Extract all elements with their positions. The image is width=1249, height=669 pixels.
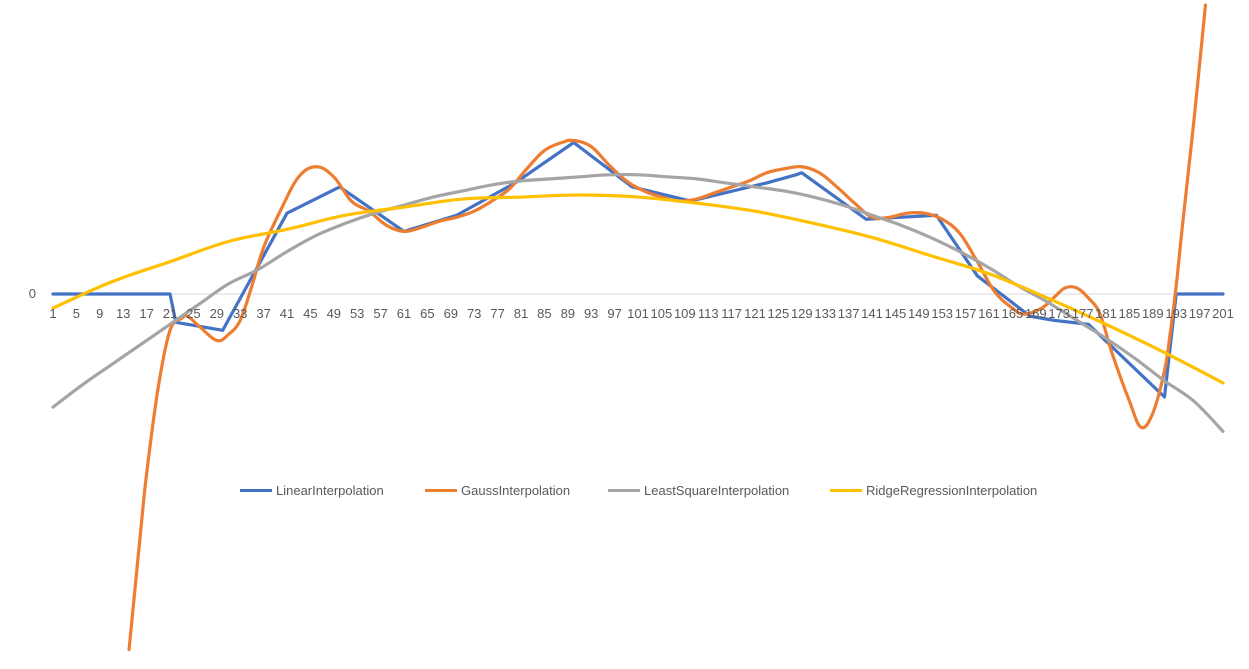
legend-label: RidgeRegressionInterpolation xyxy=(866,482,1038,498)
x-tick-label: 89 xyxy=(561,306,575,321)
legend-label: GaussInterpolation xyxy=(461,482,571,498)
x-tick-label: 157 xyxy=(955,306,977,321)
x-tick-label: 5 xyxy=(73,306,80,321)
x-tick-label: 81 xyxy=(514,306,528,321)
x-tick-label: 1 xyxy=(49,306,56,321)
x-tick-label: 61 xyxy=(397,306,411,321)
series-line-ridgeregressioninterpolation xyxy=(51,193,1225,385)
x-tick-label: 149 xyxy=(908,306,930,321)
x-tick-label: 73 xyxy=(467,306,481,321)
x-tick-label: 25 xyxy=(186,306,200,321)
legend-swatch xyxy=(830,488,862,492)
x-tick-label: 193 xyxy=(1165,306,1187,321)
x-tick-label: 125 xyxy=(768,306,790,321)
x-tick-label: 29 xyxy=(210,306,224,321)
x-tick-label: 69 xyxy=(444,306,458,321)
series-line-leastsquareinterpolation xyxy=(51,172,1225,433)
x-tick-label: 189 xyxy=(1142,306,1164,321)
x-tick-label: 9 xyxy=(96,306,103,321)
x-tick-label: 105 xyxy=(651,306,673,321)
legend-swatch xyxy=(240,488,272,492)
legend-item: LeastSquareInterpolation xyxy=(608,481,789,499)
legend-item: LinearInterpolation xyxy=(240,481,384,499)
x-tick-label: 17 xyxy=(139,306,153,321)
x-tick-label: 57 xyxy=(373,306,387,321)
legend-label: LinearInterpolation xyxy=(276,482,384,498)
x-tick-label: 133 xyxy=(814,306,836,321)
x-tick-label: 21 xyxy=(163,306,177,321)
x-tick-label: 161 xyxy=(978,306,1000,321)
x-tick-label: 93 xyxy=(584,306,598,321)
tick-layer: 01 5 9 13 17 21 25 29 33 37 41 45 49 53 57 61 65 69 73 77 81… xyxy=(29,286,1234,321)
x-tick-label: 53 xyxy=(350,306,364,321)
x-tick-label: 173 xyxy=(1048,306,1070,321)
x-tick-label: 197 xyxy=(1189,306,1211,321)
x-tick-label: 101 xyxy=(627,306,649,321)
x-tick-label: 117 xyxy=(721,306,742,321)
x-tick-label: 45 xyxy=(303,306,317,321)
series-line-linearinterpolation xyxy=(51,140,1225,399)
x-tick-label: 169 xyxy=(1025,306,1047,321)
x-tick-label: 41 xyxy=(280,306,294,321)
x-tick-label: 37 xyxy=(256,306,270,321)
x-tick-label: 201 xyxy=(1212,306,1234,321)
x-tick-label: 109 xyxy=(674,306,696,321)
x-tick-label: 121 xyxy=(744,306,766,321)
y-tick-label: 0 xyxy=(29,286,36,301)
chart-legend: LinearInterpolation GaussInterpolation Lea… xyxy=(0,481,1249,499)
legend-item: GaussInterpolation xyxy=(425,481,570,499)
x-tick-label: 113 xyxy=(698,306,719,321)
x-tick-label: 185 xyxy=(1119,306,1141,321)
legend-label: LeastSquareInterpolation xyxy=(644,482,790,498)
x-tick-label: 77 xyxy=(490,306,504,321)
x-tick-label: 181 xyxy=(1095,306,1117,321)
x-tick-label: 165 xyxy=(1002,306,1024,321)
x-tick-label: 153 xyxy=(931,306,953,321)
series-line-gaussinterpolation xyxy=(127,3,1208,652)
x-tick-label: 137 xyxy=(838,306,860,321)
legend-swatch xyxy=(608,488,640,492)
x-tick-label: 141 xyxy=(861,306,883,321)
x-tick-label: 49 xyxy=(327,306,341,321)
x-tick-label: 65 xyxy=(420,306,434,321)
legend-swatch xyxy=(425,488,457,492)
x-tick-label: 33 xyxy=(233,306,247,321)
x-tick-label: 97 xyxy=(607,306,621,321)
x-tick-label: 145 xyxy=(885,306,907,321)
series-layer xyxy=(51,3,1225,652)
x-tick-label: 129 xyxy=(791,306,813,321)
x-tick-label: 85 xyxy=(537,306,551,321)
x-tick-label: 177 xyxy=(1072,306,1094,321)
x-tick-label: 13 xyxy=(116,306,130,321)
legend-item: RidgeRegressionInterpolation xyxy=(830,481,1037,499)
